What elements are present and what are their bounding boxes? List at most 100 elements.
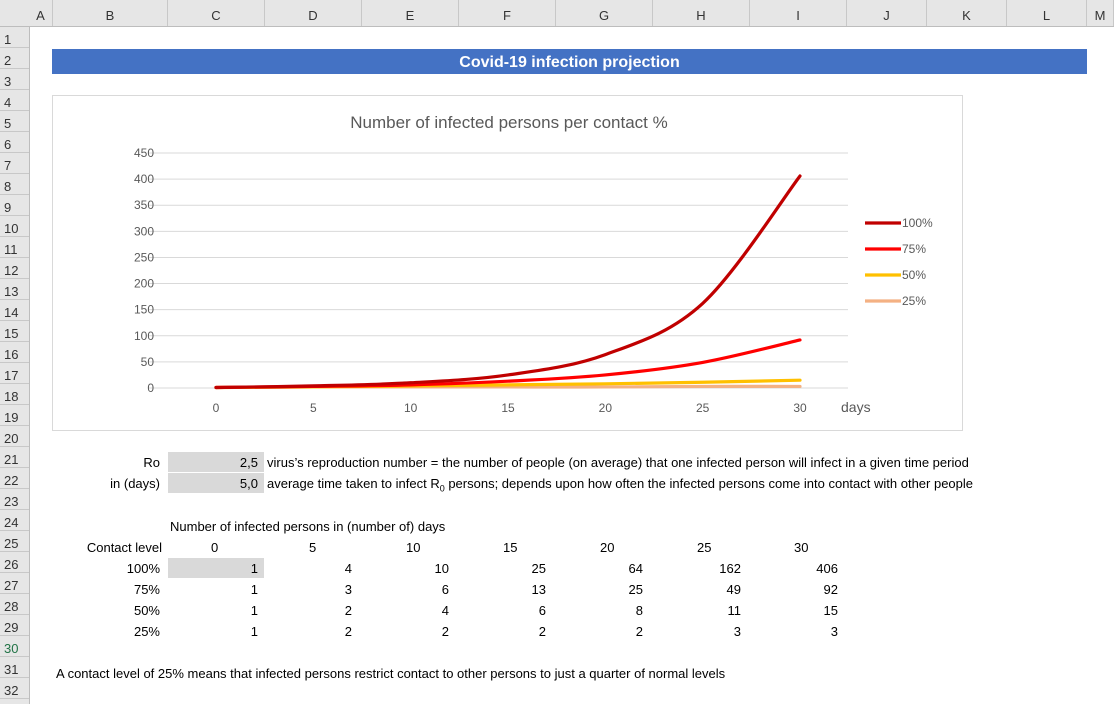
row-header-24[interactable]: 24 [0, 510, 29, 531]
row-header-11[interactable]: 11 [0, 237, 29, 258]
row-header-6[interactable]: 6 [0, 132, 29, 153]
table-cell[interactable]: 49 [726, 582, 741, 597]
column-header-b[interactable]: B [53, 0, 168, 26]
series-line-100pct [214, 174, 802, 390]
table-cell[interactable]: 25 [628, 582, 643, 597]
row-header-8[interactable]: 8 [0, 174, 29, 195]
param-value-ro: 2,5 [239, 455, 258, 470]
param-input-days[interactable]: 5,0 [168, 473, 264, 493]
row-header-29[interactable]: 29 [0, 615, 29, 636]
row-header-7[interactable]: 7 [0, 153, 29, 174]
table-cell[interactable]: 13 [531, 582, 546, 597]
y-tick-label: 400 [134, 172, 154, 186]
y-tick-label: 250 [134, 250, 154, 264]
sheet-title: Covid-19 infection projection [52, 49, 1087, 74]
table-cell[interactable]: 162 [719, 561, 741, 576]
table-cell[interactable]: 6 [538, 603, 546, 618]
row-header-30[interactable]: 30 [0, 636, 29, 657]
row-header-10[interactable]: 10 [0, 216, 29, 237]
legend-label-100pct: 100% [902, 216, 933, 230]
param-input-ro[interactable]: 2,5 [168, 452, 264, 472]
row-header-23[interactable]: 23 [0, 489, 29, 510]
row-header-32[interactable]: 32 [0, 678, 29, 699]
row-header-1[interactable]: 1 [0, 27, 29, 48]
column-header-d[interactable]: D [265, 0, 362, 26]
table-cell[interactable]: 8 [635, 603, 643, 618]
table-caption: Number of infected persons in (number of… [170, 519, 446, 534]
table-cell[interactable]: 6 [441, 582, 449, 597]
table-cell[interactable]: 1 [250, 561, 258, 576]
table-row-level: 75% [133, 582, 160, 597]
column-header-c[interactable]: C [168, 0, 265, 26]
row-header-15[interactable]: 15 [0, 321, 29, 342]
table-cell[interactable]: 2 [441, 624, 449, 639]
row-header-12[interactable]: 12 [0, 258, 29, 279]
column-header-l[interactable]: L [1007, 0, 1087, 26]
row-header-27[interactable]: 27 [0, 573, 29, 594]
table-cell[interactable]: 10 [434, 561, 449, 576]
row-header-26[interactable]: 26 [0, 552, 29, 573]
column-header-j[interactable]: J [847, 0, 927, 26]
table-day-header: 20 [600, 540, 615, 555]
table-cell[interactable]: 2 [344, 624, 352, 639]
y-tick-label: 200 [134, 277, 154, 291]
select-all-corner[interactable] [0, 0, 30, 27]
chart-title: Number of infected persons per contact % [350, 113, 668, 132]
table-cell[interactable]: 2 [635, 624, 643, 639]
y-tick-label: 50 [141, 355, 155, 369]
table-cell[interactable]: 1 [250, 582, 258, 597]
column-header-f[interactable]: F [459, 0, 556, 26]
row-header-21[interactable]: 21 [0, 447, 29, 468]
row-header-17[interactable]: 17 [0, 363, 29, 384]
table-row-level: 25% [133, 624, 160, 639]
row-header-bar: 1 2 3 4 5 6 7 8 9 10 11 12 13 14 15 16 17 18 19 20 21 22 23 24 2… [0, 27, 30, 704]
column-header-a[interactable]: A [29, 0, 53, 26]
row-header-25[interactable]: 25 [0, 531, 29, 552]
row-header-31[interactable]: 31 [0, 657, 29, 678]
table-cell[interactable]: 92 [823, 582, 838, 597]
table-cell[interactable]: 1 [250, 603, 258, 618]
x-tick-label: 10 [404, 401, 418, 415]
table-cell[interactable]: 3 [830, 624, 838, 639]
row-header-22[interactable]: 22 [0, 468, 29, 489]
table-cell[interactable]: 1 [250, 624, 258, 639]
row-header-16[interactable]: 16 [0, 342, 29, 363]
table-cell[interactable]: 25 [531, 561, 546, 576]
x-tick-label: 25 [696, 401, 710, 415]
column-header-i[interactable]: I [750, 0, 847, 26]
table-day-header: 5 [309, 540, 317, 555]
column-header-h[interactable]: H [653, 0, 750, 26]
row-header-2[interactable]: 2 [0, 48, 29, 69]
row-header-3[interactable]: 3 [0, 69, 29, 90]
table-cell[interactable]: 11 [727, 603, 742, 618]
column-header-e[interactable]: E [362, 0, 459, 26]
selected-cell[interactable] [168, 558, 264, 578]
series-line-75pct [214, 338, 802, 390]
param-desc-days-post: persons; depends upon how often the infe… [444, 476, 974, 491]
table-cell[interactable]: 4 [441, 603, 449, 618]
column-header-g[interactable]: G [556, 0, 653, 26]
row-header-18[interactable]: 18 [0, 384, 29, 405]
table-cell[interactable]: 4 [344, 561, 352, 576]
table-cell[interactable]: 3 [344, 582, 352, 597]
chart-area[interactable]: Number of infected persons per contact %… [52, 95, 963, 431]
row-header-20[interactable]: 20 [0, 426, 29, 447]
row-header-5[interactable]: 5 [0, 111, 29, 132]
table-day-header: 25 [697, 540, 712, 555]
table-cell[interactable]: 3 [733, 624, 741, 639]
table-cell[interactable]: 15 [823, 603, 838, 618]
table-cell[interactable]: 64 [628, 561, 643, 576]
row-header-19[interactable]: 19 [0, 405, 29, 426]
column-header-m[interactable]: M [1087, 0, 1114, 26]
line-chart: Number of infected persons per contact %… [134, 113, 933, 415]
row-header-28[interactable]: 28 [0, 594, 29, 615]
table-cell[interactable]: 2 [538, 624, 546, 639]
table-cell[interactable]: 2 [344, 603, 352, 618]
row-header-13[interactable]: 13 [0, 279, 29, 300]
param-label-days: in (days) [110, 476, 160, 491]
table-cell[interactable]: 406 [816, 561, 838, 576]
row-header-9[interactable]: 9 [0, 195, 29, 216]
row-header-14[interactable]: 14 [0, 300, 29, 321]
column-header-k[interactable]: K [927, 0, 1007, 26]
row-header-4[interactable]: 4 [0, 90, 29, 111]
